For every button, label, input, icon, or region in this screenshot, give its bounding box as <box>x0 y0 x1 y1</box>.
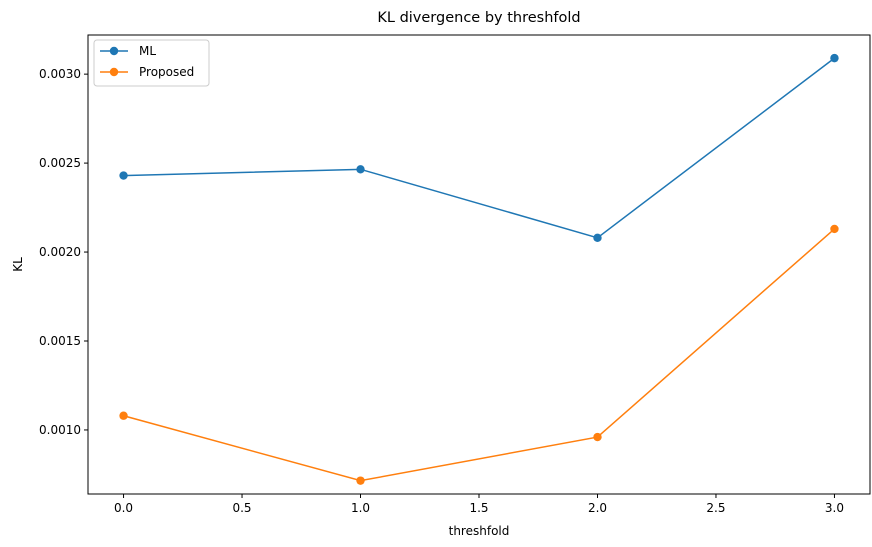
data-point-ml <box>119 171 128 180</box>
x-axis-ticks: 0.0 0.5 1.0 1.5 2.0 2.5 3.0 <box>114 494 844 515</box>
legend: ML Proposed <box>93 39 210 87</box>
x-tick-label: 0.5 <box>232 501 251 515</box>
x-tick-label: 0.0 <box>114 501 133 515</box>
y-tick-label: 0.0020 <box>39 245 81 259</box>
x-axis-label: threshfold <box>449 524 510 538</box>
y-tick-label: 0.0015 <box>39 334 81 348</box>
y-tick-label: 0.0025 <box>39 156 81 170</box>
data-point-ml <box>356 165 365 174</box>
legend-marker-proposed <box>109 67 119 77</box>
series-layer <box>119 53 839 485</box>
x-tick-label: 3.0 <box>825 501 844 515</box>
x-tick-label: 2.0 <box>588 501 607 515</box>
x-tick-label: 2.5 <box>706 501 725 515</box>
data-point-proposed <box>356 476 365 485</box>
legend-label-ml: ML <box>139 44 156 58</box>
data-point-proposed <box>593 432 602 442</box>
x-tick-label: 1.5 <box>469 501 488 515</box>
plot-area <box>87 34 871 495</box>
y-tick-label: 0.0030 <box>39 67 81 81</box>
y-tick-label: 0.0010 <box>39 423 81 437</box>
legend-marker-ml <box>109 46 119 56</box>
data-point-ml <box>830 53 839 63</box>
y-axis-ticks: 0.0010 0.0015 0.0020 0.0025 0.0030 <box>39 67 88 437</box>
series-line-ml <box>123 57 835 239</box>
y-axis-label: KL <box>11 257 25 272</box>
data-point-ml <box>593 233 602 243</box>
data-point-proposed <box>830 224 839 234</box>
series-line-proposed <box>123 228 835 482</box>
legend-label-proposed: Proposed <box>139 65 194 79</box>
x-tick-label: 1.0 <box>351 501 370 515</box>
data-point-proposed <box>119 411 128 420</box>
chart-title: KL divergence by threshfold <box>377 10 580 26</box>
plot-frame <box>87 34 871 495</box>
